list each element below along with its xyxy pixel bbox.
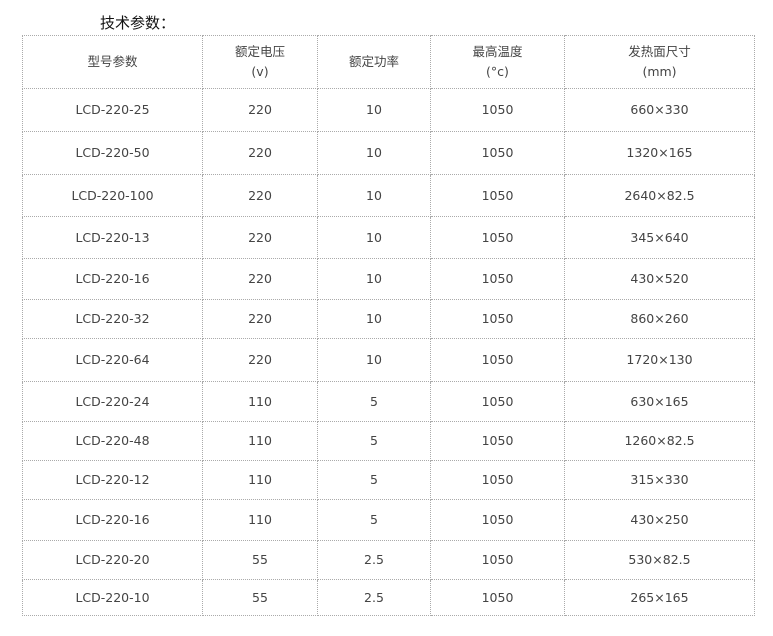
table-cell: 1050	[430, 174, 565, 217]
table-cell: 5	[317, 499, 431, 541]
table-cell: LCD-220-16	[22, 499, 203, 541]
table-cell: 5	[317, 421, 431, 461]
table-cell: 10	[317, 338, 431, 382]
table-cell: 10	[317, 216, 431, 259]
table-cell: LCD-220-12	[22, 460, 203, 500]
table-cell: 430×520	[564, 258, 755, 300]
table-cell: 110	[202, 381, 318, 422]
header-text: (mm)	[642, 64, 677, 79]
table-cell: 1050	[430, 579, 565, 616]
table-cell: 1260×82.5	[564, 421, 755, 461]
table-cell: 110	[202, 421, 318, 461]
table-row: LCD-220-16 220 10 1050 430×520	[22, 258, 755, 300]
header-row: 型号参数 额定电压 (v) 额定功率 最高温度 (°c) 发热面尺寸 (mm)	[22, 35, 755, 89]
table-row: LCD-220-64 220 10 1050 1720×130	[22, 338, 755, 382]
table-cell: 660×330	[564, 88, 755, 132]
table-cell: 2640×82.5	[564, 174, 755, 217]
header-text: (°c)	[486, 64, 509, 79]
header-cell: 额定电压 (v)	[202, 35, 318, 89]
table-cell: LCD-220-50	[22, 131, 203, 175]
header-cell: 型号参数	[22, 35, 203, 89]
table-cell: 10	[317, 258, 431, 300]
table-cell: LCD-220-25	[22, 88, 203, 132]
table-cell: 1050	[430, 299, 565, 339]
header-text: (v)	[251, 64, 269, 79]
table-row: LCD-220-32 220 10 1050 860×260	[22, 299, 755, 339]
table-cell: 220	[202, 174, 318, 217]
table-cell: 220	[202, 88, 318, 132]
table-row: LCD-220-100 220 10 1050 2640×82.5	[22, 174, 755, 217]
table-cell: 110	[202, 460, 318, 500]
table-cell: 1720×130	[564, 338, 755, 382]
table-cell: 10	[317, 174, 431, 217]
header-cell: 发热面尺寸 (mm)	[564, 35, 755, 89]
table-cell: LCD-220-64	[22, 338, 203, 382]
table-cell: 1050	[430, 381, 565, 422]
table-row: LCD-220-25 220 10 1050 660×330	[22, 88, 755, 132]
table-cell: 630×165	[564, 381, 755, 422]
section-title: 技术参数：	[100, 14, 176, 32]
table-cell: 1050	[430, 540, 565, 580]
table-cell: 860×260	[564, 299, 755, 339]
table-cell: 1050	[430, 131, 565, 175]
table-cell: LCD-220-32	[22, 299, 203, 339]
table-cell: 2.5	[317, 540, 431, 580]
table-row: LCD-220-13 220 10 1050 345×640	[22, 216, 755, 259]
table-cell: 1050	[430, 216, 565, 259]
table-cell: 430×250	[564, 499, 755, 541]
table-cell: 110	[202, 499, 318, 541]
table-cell: LCD-220-48	[22, 421, 203, 461]
table-cell: 220	[202, 131, 318, 175]
table-cell: 220	[202, 299, 318, 339]
header-text: 发热面尺寸	[628, 44, 691, 59]
table-cell: 220	[202, 338, 318, 382]
table-cell: LCD-220-20	[22, 540, 203, 580]
table-row: LCD-220-10 55 2.5 1050 265×165	[22, 579, 755, 616]
table-cell: 10	[317, 131, 431, 175]
header-text: 型号参数	[87, 54, 138, 69]
table-cell: 220	[202, 258, 318, 300]
table-cell: 220	[202, 216, 318, 259]
table-cell: 1320×165	[564, 131, 755, 175]
table-cell: 5	[317, 381, 431, 422]
table-cell: 10	[317, 88, 431, 132]
table-row: LCD-220-24 110 5 1050 630×165	[22, 381, 755, 422]
table-cell: 1050	[430, 421, 565, 461]
table-cell: LCD-220-13	[22, 216, 203, 259]
table-cell: 315×330	[564, 460, 755, 500]
table-row: LCD-220-50 220 10 1050 1320×165	[22, 131, 755, 175]
table-cell: 10	[317, 299, 431, 339]
header-text: 最高温度	[472, 44, 523, 59]
table-cell: 55	[202, 579, 318, 616]
table-row: LCD-220-48 110 5 1050 1260×82.5	[22, 421, 755, 461]
table-cell: 1050	[430, 338, 565, 382]
table-row: LCD-220-12 110 5 1050 315×330	[22, 460, 755, 500]
table-cell: 1050	[430, 460, 565, 500]
table-row: LCD-220-20 55 2.5 1050 530×82.5	[22, 540, 755, 580]
header-cell: 最高温度 (°c)	[430, 35, 565, 89]
table-cell: 530×82.5	[564, 540, 755, 580]
table-cell: 55	[202, 540, 318, 580]
table-cell: 1050	[430, 258, 565, 300]
header-text: 额定电压	[234, 44, 285, 59]
spec-table: 型号参数 额定电压 (v) 额定功率 最高温度 (°c) 发热面尺寸 (mm) LCD-220…	[22, 35, 755, 616]
table-cell: 2.5	[317, 579, 431, 616]
table-cell: 345×640	[564, 216, 755, 259]
table-cell: LCD-220-100	[22, 174, 203, 217]
table-cell: 1050	[430, 88, 565, 132]
header-cell: 额定功率	[317, 35, 431, 89]
table-cell: LCD-220-24	[22, 381, 203, 422]
header-text: 额定功率	[348, 54, 399, 69]
table-cell: 5	[317, 460, 431, 500]
table-cell: LCD-220-10	[22, 579, 203, 616]
table-cell: LCD-220-16	[22, 258, 203, 300]
table-cell: 1050	[430, 499, 565, 541]
table-cell: 265×165	[564, 579, 755, 616]
table-row: LCD-220-16 110 5 1050 430×250	[22, 499, 755, 541]
